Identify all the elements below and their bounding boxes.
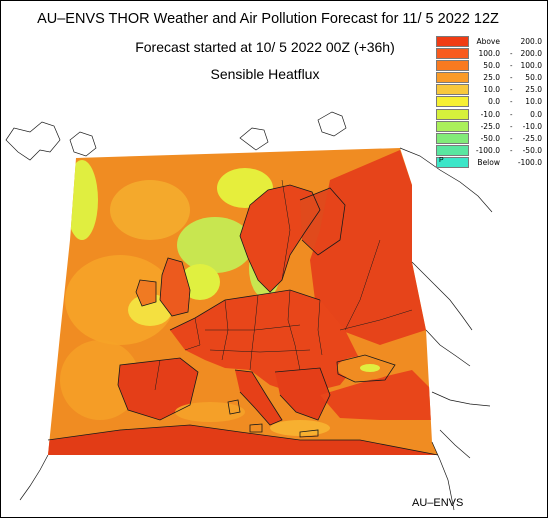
legend-high-value: 0.0 [530,109,542,119]
credit-label: AU–ENVS [412,497,464,509]
outer-coastlines [5,111,493,511]
legend-low-value: -25.0 [480,121,500,131]
balkans-land [275,368,330,420]
atlantic-cool-area [66,160,98,240]
legend-swatch [436,36,469,47]
legend-swatch [436,132,469,144]
ireland-land [136,280,156,306]
legend-low-value: Below [477,157,500,167]
legend-low-value: -50.0 [480,133,500,143]
legend-low-value: 0.0 [488,97,500,107]
legend-high-value: 200.0 [520,49,542,59]
legend-high-value: -50.0 [522,145,542,155]
north-africa-land [48,425,438,455]
legend-range-dash: - [510,85,513,95]
country-borders [154,179,413,391]
legend-high-value: 50.0 [525,73,542,83]
legend-high-value: 10.0 [525,97,542,107]
legend-swatch [436,60,469,72]
legend-low-value: 100.0 [478,49,500,59]
biscay-cool-area [128,294,172,326]
legend-swatch [436,144,469,156]
legend-range-dash: - [510,61,513,71]
legend-swatch [436,96,469,108]
mediterranean-sea [175,402,245,422]
legend-swatch [436,48,469,60]
legend-swatch [436,84,469,96]
forecast-start-label: Forecast started at 10/ 5 2022 00Z (+36h… [135,39,395,55]
iberia-land [118,358,198,420]
legend-range-dash: - [510,121,513,131]
field-name-label: Sensible Heatflux [210,66,320,82]
legend-high-value: -25.0 [522,133,542,143]
legend-high-value: -100.0 [517,157,542,167]
legend-range-dash: - [510,133,513,143]
legend-high-value: 25.0 [525,85,542,95]
legend-low-value: -100.0 [475,145,500,155]
legend-high-value: 100.0 [520,61,542,71]
black-sea-cool-area [360,364,380,372]
legend-swatch [436,108,469,120]
scandinavia-land [240,185,320,292]
legend-low-value: 10.0 [483,85,500,95]
legend-range-dash: - [510,97,513,107]
legend-swatch [436,72,469,84]
legend-range-dash: - [510,109,513,119]
legend-high-value: 200.0 [520,37,542,46]
atlantic-patch [60,340,140,420]
italy-land [235,370,282,425]
page-title: AU–ENVS THOR Weather and Air Pollution F… [37,11,499,27]
uk-land [160,258,190,316]
legend-swatch [436,120,469,132]
legend-low-value: -10.0 [480,109,500,119]
legend-swatch: P [436,156,469,168]
coastlines [47,184,439,456]
atlantic-patch [110,180,190,240]
mediterranean-sea [270,420,330,436]
legend-range-dash: - [510,49,513,59]
legend-low-value: 50.0 [483,61,500,71]
legend-range-dash: - [510,145,513,155]
legend-low-value: 25.0 [483,73,500,83]
legend-marker: P [439,156,444,164]
legend-high-value: -10.0 [522,121,542,131]
turkey-land [320,370,432,420]
north-sea-cool-area [177,217,253,273]
legend-low-value: Above [476,37,500,46]
legend-range-dash: - [510,73,513,83]
